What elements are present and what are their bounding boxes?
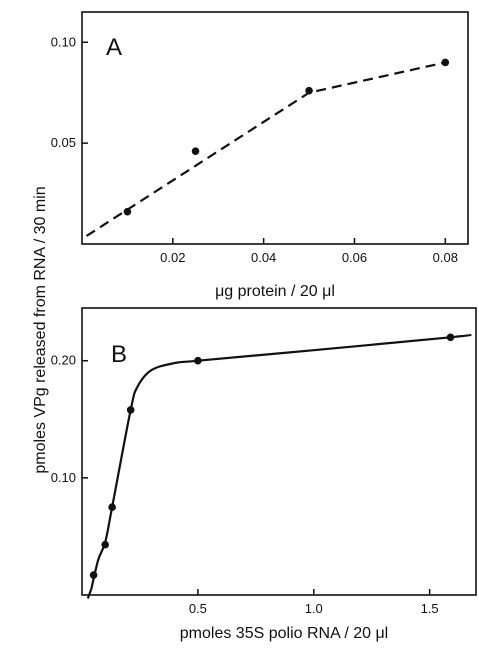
panel-a-data-point [441,58,450,67]
panel-a-x-tick-label: 0.04 [251,250,276,265]
panel-b-label: B [111,341,127,368]
panel-b-x-tick-label: 0.5 [189,601,207,616]
panel-b-data-point [446,333,455,342]
panel-b-x-tick-label: 1.5 [421,601,439,616]
panel-a-x-tick-label: 0.06 [342,250,367,265]
panel-a-data-point [123,207,132,216]
panel-a-data-point [305,86,313,95]
panel-a-x-tick-label: 0.02 [160,250,185,265]
panel-b-frame [81,307,477,596]
panel-a-x-axis-label: μg protein / 20 μl [215,283,335,300]
panel-a-data-point [191,147,200,155]
panel-a: A μg protein / 20 μl 0.02 0.04 0.06 0.08 0.0… [51,11,469,300]
panel-a-y-tick-label: 0.10 [51,34,76,49]
panel-b-data-point [126,406,135,414]
panel-b-x-tick-label: 1.0 [305,601,323,616]
panel-b-data-point [194,356,202,365]
panel-b-series-extension [86,588,93,599]
panel-a-frame [81,11,469,245]
panel-a-x-tick-label: 0.08 [433,250,458,265]
panel-b-x-axis-label: pmoles 35S polio RNA / 20 μl [180,625,388,642]
panel-b-y-tick-label: 0.20 [51,353,76,368]
panel-b-y-tick-label: 0.10 [51,470,76,485]
panel-b-series-line [90,333,472,590]
panel-b-data-point [108,503,116,511]
panel-a-y-tick-label: 0.05 [51,135,76,150]
panel-b-data-point [101,540,109,549]
panel-b-data-point [89,571,98,579]
y-axis-label: pmoles VPg released from RNA / 30 min [32,186,49,473]
panel-b: B pmoles 35S polio RNA / 20 μl 0.5 1.0 1.5… [51,307,477,642]
panel-a-label: A [106,34,122,61]
panel-a-series-line [85,61,446,237]
